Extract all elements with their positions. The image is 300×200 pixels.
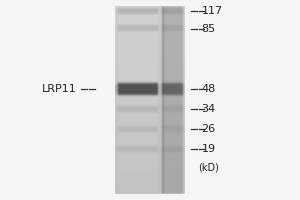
Text: 48: 48 bbox=[202, 84, 216, 94]
Text: (kD): (kD) bbox=[199, 162, 220, 172]
Text: 19: 19 bbox=[202, 144, 216, 154]
Text: LRP11: LRP11 bbox=[42, 84, 76, 94]
Text: 85: 85 bbox=[202, 24, 216, 34]
Text: 34: 34 bbox=[202, 104, 216, 114]
Text: 26: 26 bbox=[202, 124, 216, 134]
Text: 117: 117 bbox=[202, 6, 223, 16]
